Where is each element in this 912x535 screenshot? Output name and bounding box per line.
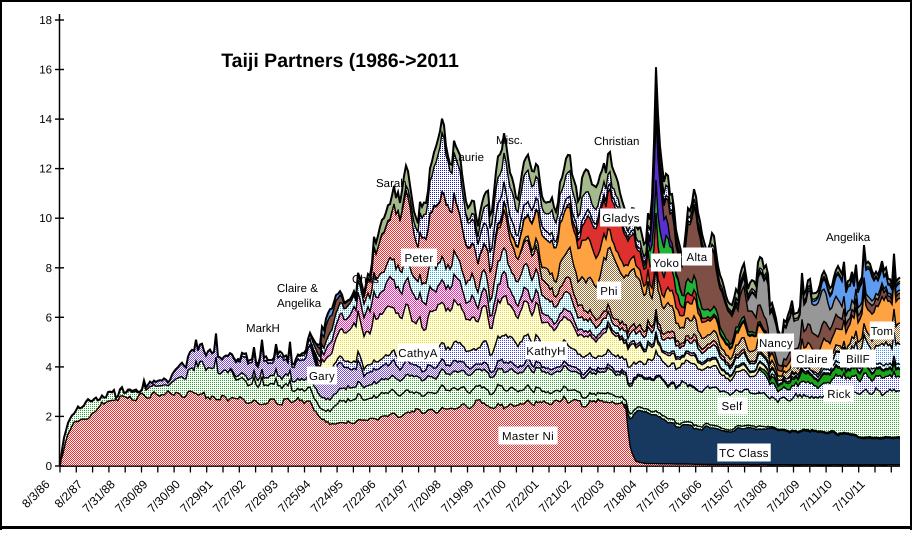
svg-text:CathyA: CathyA	[398, 348, 438, 360]
svg-text:MarkH: MarkH	[246, 323, 280, 335]
svg-text:8: 8	[46, 263, 52, 275]
svg-text:6: 6	[46, 312, 52, 324]
svg-text:18: 18	[39, 15, 52, 27]
svg-text:Peter: Peter	[405, 253, 434, 265]
svg-text:KathyH: KathyH	[526, 346, 566, 358]
svg-text:Master Ni: Master Ni	[502, 431, 554, 443]
svg-text:Gladys: Gladys	[602, 213, 640, 225]
svg-text:Taiji Partners (1986->2011: Taiji Partners (1986->2011	[221, 50, 459, 72]
svg-text:2: 2	[46, 411, 52, 423]
svg-text:Claire: Claire	[796, 354, 828, 366]
svg-text:Alta: Alta	[686, 252, 707, 264]
svg-text:0: 0	[46, 461, 52, 473]
svg-text:12: 12	[39, 164, 52, 176]
svg-text:Nancy: Nancy	[759, 338, 793, 350]
svg-text:Self: Self	[721, 401, 743, 413]
svg-text:Tom: Tom	[871, 326, 894, 338]
svg-text:14: 14	[39, 114, 52, 126]
svg-text:Angelika: Angelika	[277, 298, 322, 310]
svg-text:10: 10	[39, 213, 52, 225]
svg-text:TC Class: TC Class	[719, 448, 769, 460]
svg-text:Yoko: Yoko	[653, 258, 679, 270]
svg-text:Angelika: Angelika	[826, 232, 871, 244]
svg-text:16: 16	[39, 65, 52, 77]
svg-text:Claire &: Claire &	[277, 283, 318, 295]
svg-text:Phi: Phi	[600, 286, 618, 298]
svg-text:Christian: Christian	[594, 136, 639, 148]
svg-text:Gary: Gary	[309, 371, 335, 383]
svg-text:Rick: Rick	[827, 389, 851, 401]
svg-text:Chris: Chris	[352, 274, 379, 286]
svg-text:Sarah: Sarah	[376, 178, 407, 190]
svg-text:Misc.: Misc.	[496, 135, 523, 147]
svg-text:4: 4	[46, 362, 53, 374]
svg-text:Laurie: Laurie	[452, 152, 484, 164]
svg-text:BillF: BillF	[846, 354, 870, 366]
